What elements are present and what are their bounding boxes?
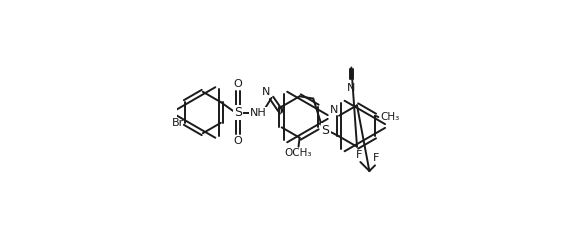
Text: F: F bbox=[373, 153, 379, 163]
Text: NH: NH bbox=[250, 108, 266, 117]
Text: N: N bbox=[347, 83, 356, 93]
Text: O: O bbox=[234, 79, 243, 89]
Text: Br: Br bbox=[171, 118, 184, 128]
Text: N: N bbox=[329, 105, 338, 115]
Text: O: O bbox=[234, 136, 243, 146]
Text: N: N bbox=[262, 87, 270, 97]
Text: OCH₃: OCH₃ bbox=[285, 148, 312, 158]
Text: S: S bbox=[234, 106, 242, 119]
Text: CH₃: CH₃ bbox=[380, 112, 400, 122]
Text: S: S bbox=[321, 124, 329, 137]
Text: F: F bbox=[356, 150, 362, 160]
